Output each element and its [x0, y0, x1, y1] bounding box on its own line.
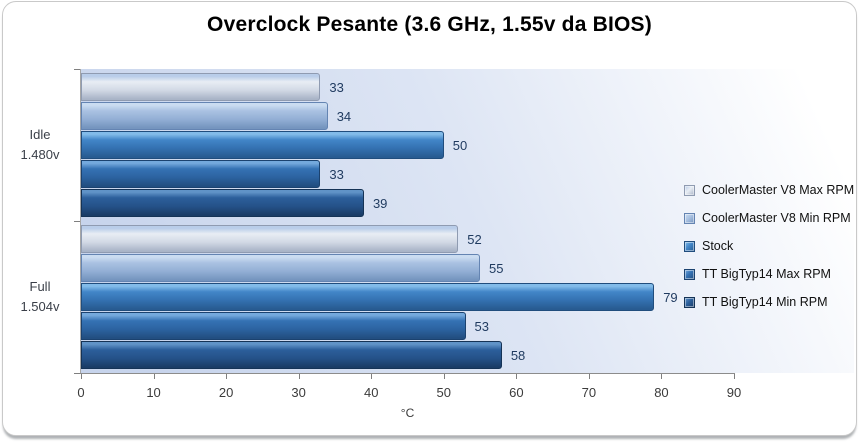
x-tick-mark [226, 374, 228, 379]
legend-label: TT BigTyp14 Min RPM [702, 295, 828, 309]
x-tick-mark [298, 374, 300, 379]
bar-row: 34 [81, 102, 734, 131]
x-tick-label: 50 [436, 385, 451, 400]
legend-item: TT BigTyp14 Max RPM [684, 267, 854, 281]
category-label-line: 1.504v [20, 299, 60, 314]
data-label: 39 [372, 195, 388, 211]
legend-swatch-icon [684, 240, 695, 252]
bar [81, 254, 481, 282]
x-tick-mark [153, 374, 155, 379]
x-tick-mark [516, 374, 518, 379]
category-label-line: 1.480v [20, 147, 60, 162]
x-tick-mark [588, 374, 590, 379]
x-tick-label: 90 [726, 385, 742, 400]
x-tick-label: 60 [509, 385, 524, 400]
legend-label: Stock [702, 239, 734, 253]
data-label: 33 [329, 166, 344, 182]
bar [81, 131, 444, 159]
bars-area: 33 34 50 33 39 52 55 79 53 58 [81, 69, 734, 373]
bar-group: 33 34 50 33 39 [81, 69, 734, 221]
bar-row: 53 [81, 312, 734, 341]
y-axis-tick [74, 69, 80, 70]
y-axis-line [80, 69, 81, 374]
data-label: 50 [452, 137, 468, 153]
legend-item: Stock [684, 239, 854, 253]
data-label: 53 [474, 318, 489, 334]
bar-row: 39 [81, 189, 734, 218]
x-tick-label: 80 [654, 385, 669, 400]
x-tick-label: 40 [363, 385, 379, 400]
legend-item: CoolerMaster V8 Min RPM [684, 211, 854, 225]
x-tick-mark [81, 374, 82, 379]
data-label: 55 [489, 260, 504, 276]
legend-label: CoolerMaster V8 Min RPM [702, 211, 851, 225]
category-axis-labels: Idle 1.480v Full 1.504v [7, 69, 73, 373]
x-axis-line [80, 373, 735, 374]
x-tick-label: 30 [291, 385, 306, 400]
legend-swatch-icon [684, 296, 695, 308]
legend-item: CoolerMaster V8 Max RPM [684, 183, 854, 197]
bar-row: 50 [81, 131, 734, 160]
bar-row: 79 [81, 283, 734, 312]
chart-container: Overclock Pesante (3.6 GHz, 1.55v da BIO… [2, 1, 857, 436]
data-label: 34 [336, 108, 352, 124]
category-label-line: Idle [29, 127, 51, 142]
legend-item: TT BigTyp14 Min RPM [684, 295, 854, 309]
data-label: 58 [510, 347, 526, 363]
category-label-line: Full [29, 279, 51, 294]
bar [81, 160, 321, 188]
data-label: 52 [467, 231, 482, 247]
x-tick-mark [443, 374, 445, 379]
data-label: 33 [329, 79, 344, 95]
x-tick-mark [734, 374, 735, 379]
data-label: 79 [663, 289, 678, 305]
x-tick-mark [661, 374, 663, 379]
legend: CoolerMaster V8 Max RPM CoolerMaster V8 M… [684, 183, 854, 323]
legend-swatch-icon [684, 268, 695, 280]
legend-swatch-icon [684, 184, 695, 196]
y-axis-tick [74, 373, 80, 374]
bar [81, 102, 328, 130]
bar [81, 312, 466, 340]
legend-label: CoolerMaster V8 Max RPM [702, 183, 855, 197]
category-label: Idle 1.480v [7, 69, 73, 221]
x-axis-ticks: 0 10 20 30 40 50 60 70 80 90 [77, 374, 741, 404]
chart-title: Overclock Pesante (3.6 GHz, 1.55v da BIO… [207, 13, 652, 36]
legend-label: TT BigTyp14 Max RPM [702, 267, 831, 281]
legend-swatch-icon [684, 212, 695, 224]
bar [81, 73, 321, 101]
x-tick-label: 0 [77, 385, 85, 400]
bar [81, 189, 364, 217]
x-axis-title: °C [400, 406, 415, 420]
x-tick-label: 20 [218, 385, 234, 400]
x-tick-mark [371, 374, 373, 379]
bar [81, 341, 502, 369]
y-axis-tick [74, 221, 80, 222]
x-tick-label: 10 [146, 385, 161, 400]
bar-group: 52 55 79 53 58 [81, 221, 734, 373]
bar-row: 58 [81, 341, 734, 370]
bar [81, 225, 459, 253]
x-tick-label: 70 [581, 385, 597, 400]
category-label: Full 1.504v [7, 221, 73, 373]
bar-row: 33 [81, 73, 734, 102]
bar [81, 283, 655, 311]
bar-row: 55 [81, 254, 734, 283]
bar-row: 33 [81, 160, 734, 189]
bar-row: 52 [81, 225, 734, 254]
